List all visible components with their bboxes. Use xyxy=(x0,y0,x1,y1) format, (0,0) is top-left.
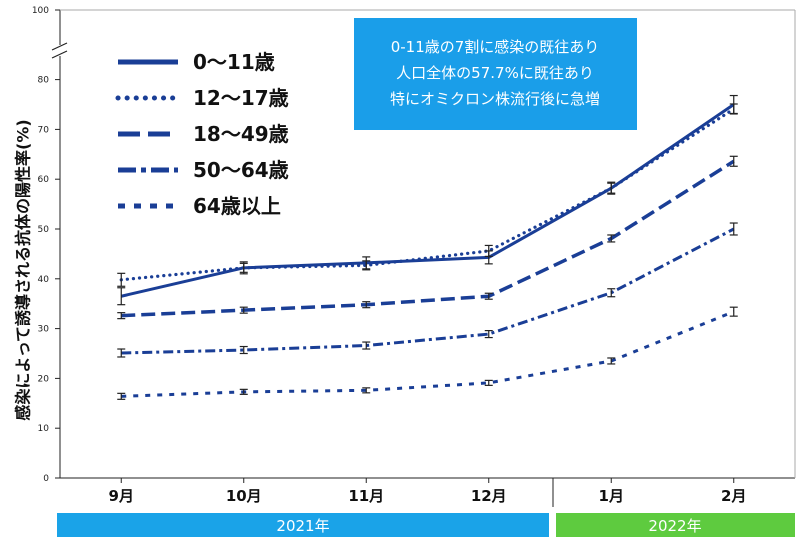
error-bar xyxy=(729,222,738,236)
y-tick-label: 70 xyxy=(38,125,50,135)
axis-ticks: 0 10 20 30 40 50 60 70 80 100 9月 10月 11月 12月 1月 2月 xyxy=(32,6,747,505)
x-tick-label: 1月 xyxy=(599,487,624,505)
y-tick-label: 80 xyxy=(38,76,50,86)
error-bar xyxy=(362,301,371,309)
error-bar xyxy=(117,312,126,320)
x-tick-label: 10月 xyxy=(226,487,262,505)
y-tick-label: 30 xyxy=(38,325,50,335)
y-tick-label: 20 xyxy=(38,374,50,384)
y-tick-label: 50 xyxy=(38,225,50,235)
annotation-line-3: 特にオミクロン株流行後に急増 xyxy=(390,90,600,108)
error-bar xyxy=(362,260,371,271)
x-tick-label: 12月 xyxy=(471,487,507,505)
annotation-line-2: 人口全体の57.7%に既往あり xyxy=(396,64,594,82)
error-bar xyxy=(607,234,616,243)
y-axis-title: 感染によって誘導される抗体の陽性率(%) xyxy=(14,119,33,420)
annotation-box xyxy=(354,18,637,130)
error-bar xyxy=(484,292,493,300)
error-bar xyxy=(362,387,371,394)
error-bar xyxy=(607,288,616,298)
x-tick-label: 11月 xyxy=(348,487,384,505)
error-bar xyxy=(729,155,738,167)
legend-label: 18〜49歳 xyxy=(193,122,289,146)
legend-label: 0〜11歳 xyxy=(193,50,275,74)
y-tick-label: 100 xyxy=(32,6,49,16)
axis-break-mark xyxy=(51,42,68,59)
series-line xyxy=(121,227,735,355)
error-bar xyxy=(117,287,126,306)
error-bar xyxy=(484,379,493,386)
error-bar xyxy=(729,306,738,317)
legend-label: 12〜17歳 xyxy=(193,86,289,110)
legend: 0〜11歳 12〜17歳 18〜49歳 50〜64歳 64歳以上 xyxy=(115,50,289,218)
error-bar xyxy=(484,244,493,257)
annotation-line-1: 0-11歳の7割に感染の既往あり xyxy=(391,38,600,56)
error-bar xyxy=(117,272,126,287)
y-tick-label: 40 xyxy=(38,275,50,285)
error-bar xyxy=(239,345,248,355)
error-bar xyxy=(607,357,616,365)
error-bar xyxy=(239,306,248,314)
y-tick-label: 60 xyxy=(38,175,50,185)
legend-label: 64歳以上 xyxy=(193,194,281,218)
plot-area xyxy=(117,94,738,400)
y-tick-label: 10 xyxy=(38,424,50,434)
error-bar xyxy=(362,341,371,350)
year-band-2021-label: 2021年 xyxy=(276,517,329,535)
error-bar xyxy=(239,262,248,273)
y-tick-label: 0 xyxy=(43,474,49,484)
error-bar xyxy=(729,103,738,115)
year-band-2022 xyxy=(556,513,795,537)
x-tick-label: 2月 xyxy=(721,487,746,505)
error-bar xyxy=(607,182,616,194)
series-line xyxy=(121,310,735,398)
error-bar xyxy=(117,392,126,400)
legend-label: 50〜64歳 xyxy=(193,158,289,182)
error-bar xyxy=(484,329,493,339)
error-bar xyxy=(239,388,248,395)
year-band-2021 xyxy=(57,513,549,537)
x-tick-label: 9月 xyxy=(109,487,134,505)
series-line xyxy=(119,107,736,282)
year-band-2022-label: 2022年 xyxy=(648,517,701,535)
series-line xyxy=(121,159,735,318)
error-bar xyxy=(117,348,126,358)
